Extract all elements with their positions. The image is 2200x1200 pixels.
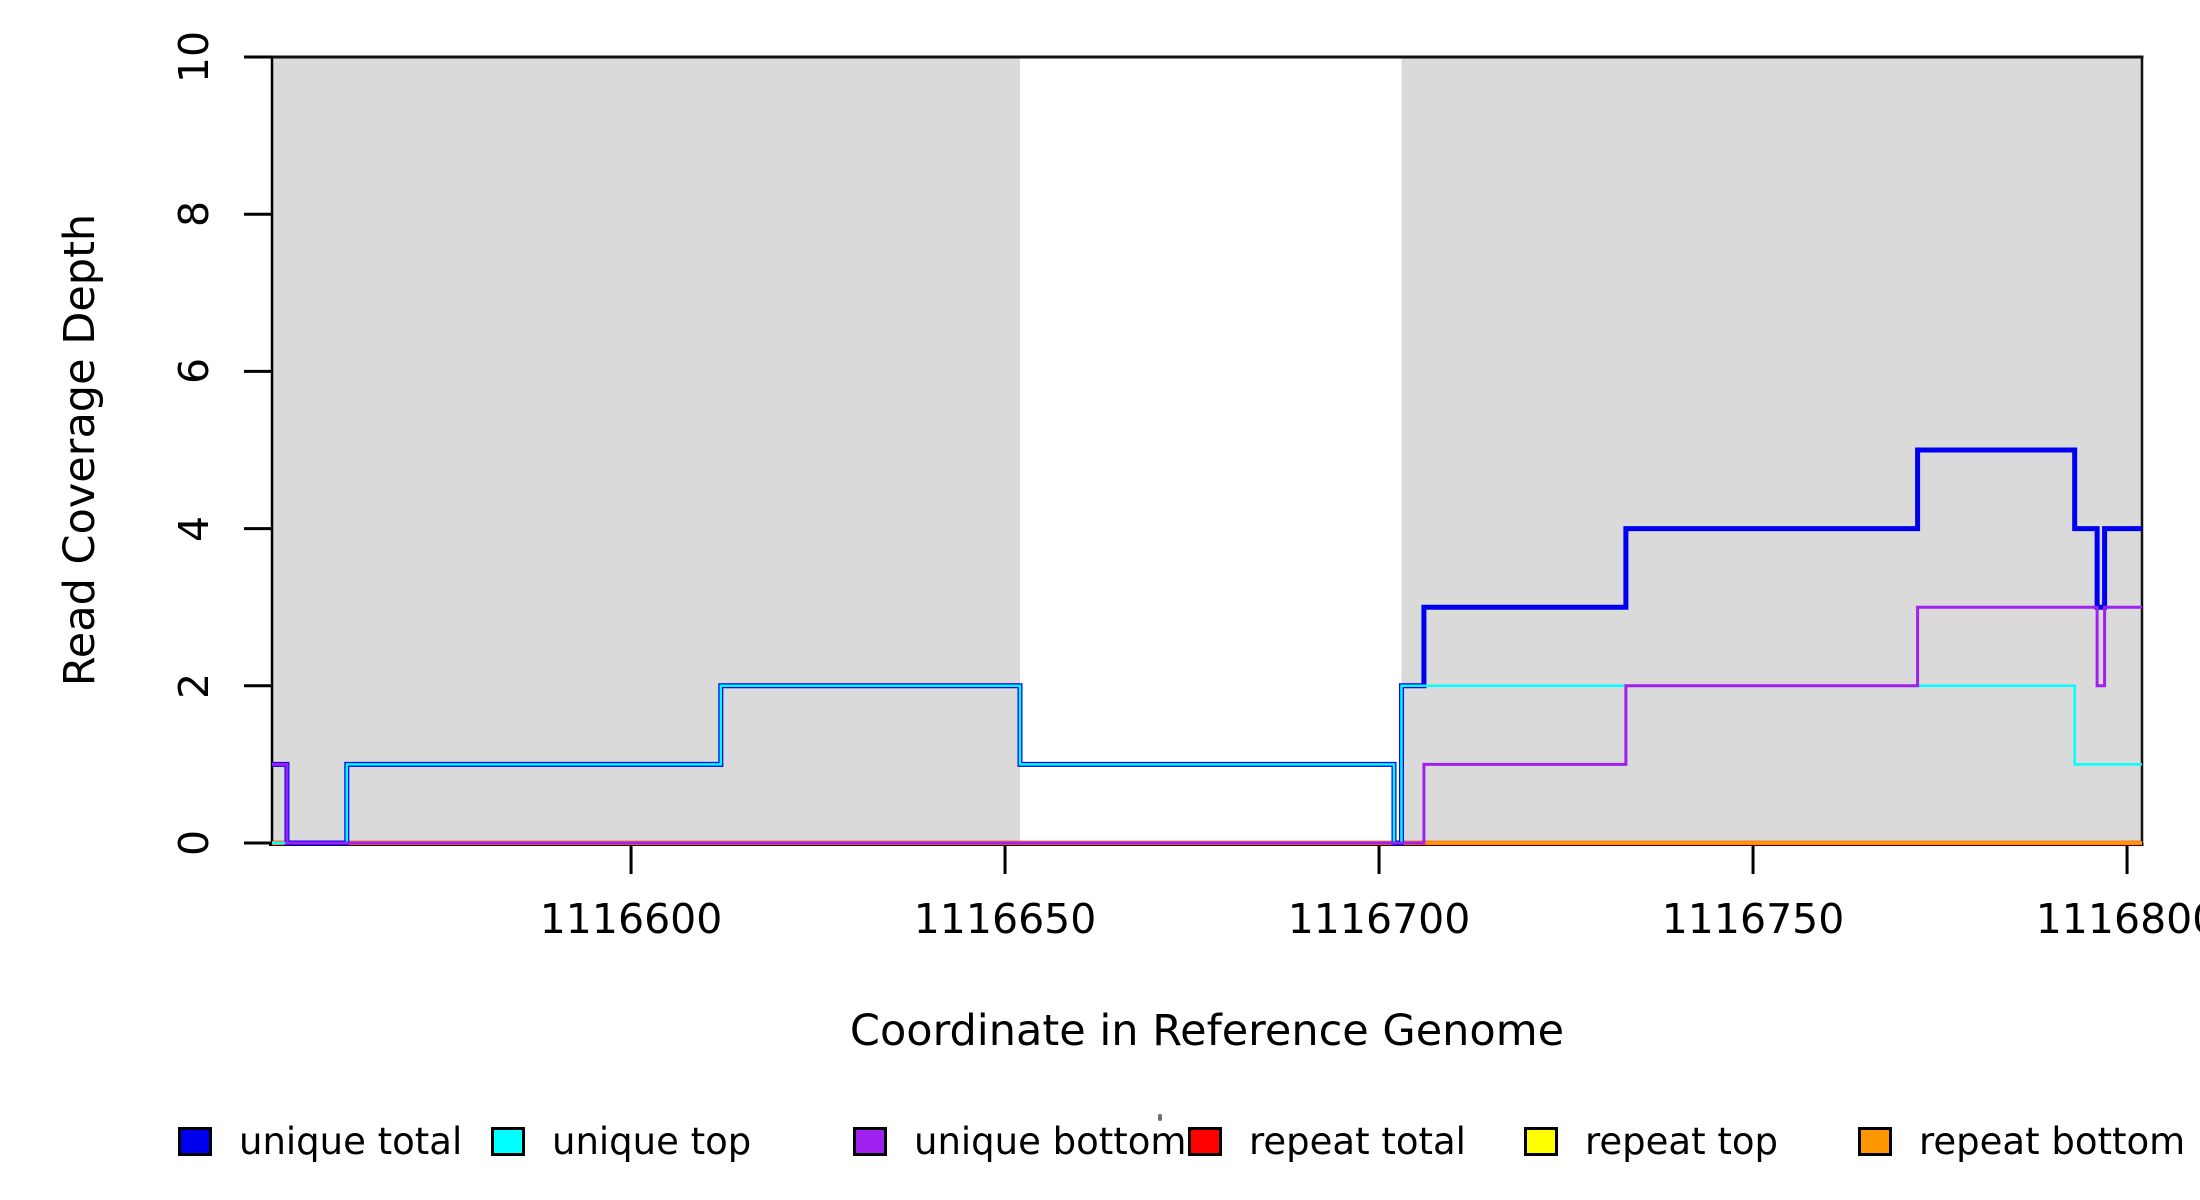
y-tick-label: 8 (170, 201, 218, 228)
stray-mark (1158, 1114, 1162, 1121)
legend-item-unique-top: unique top (491, 1120, 751, 1163)
legend-label: unique total (239, 1120, 463, 1163)
legend-swatch-icon (178, 1127, 212, 1156)
y-axis-title: Read Coverage Depth (55, 213, 105, 687)
legend-label: unique bottom (914, 1120, 1187, 1163)
series-line-unique-top (272, 684, 2142, 845)
legend-swatch-icon (853, 1127, 887, 1156)
x-axis-title: Coordinate in Reference Genome (849, 1006, 1565, 1056)
legend-swatch-icon (1858, 1127, 1892, 1156)
legend-item-unique-bottom: unique bottom (853, 1120, 1186, 1163)
legend-item-repeat-top: repeat top (1524, 1120, 1778, 1163)
legend-swatch-icon (491, 1127, 525, 1156)
legend-swatch-icon (1188, 1127, 1222, 1156)
x-tick-label: 1116750 (1661, 895, 1845, 943)
legend-label: repeat bottom (1919, 1120, 2186, 1163)
legend-swatch-icon (1524, 1127, 1558, 1156)
y-tick-label: 4 (170, 515, 218, 542)
legend-label: repeat total (1249, 1120, 1466, 1163)
x-tick-label: 1116650 (913, 895, 1097, 943)
legend-item-unique-total: unique total (178, 1120, 462, 1163)
x-tick-label: 1116700 (1287, 895, 1471, 943)
series-line-unique-bottom (272, 605, 2142, 845)
legend-label: repeat top (1585, 1120, 1778, 1163)
legend-label: unique top (552, 1120, 752, 1163)
x-tick-label: 1116600 (539, 895, 723, 943)
y-tick-label: 6 (170, 358, 218, 385)
y-tick-label: 0 (170, 829, 218, 857)
left-shaded-region (272, 57, 1020, 843)
y-tick-label: 10 (170, 30, 218, 84)
legend-item-repeat-total: repeat total (1188, 1120, 1466, 1163)
legend-item-repeat-bottom: repeat bottom (1858, 1120, 2185, 1163)
y-tick-label: 2 (170, 672, 218, 699)
